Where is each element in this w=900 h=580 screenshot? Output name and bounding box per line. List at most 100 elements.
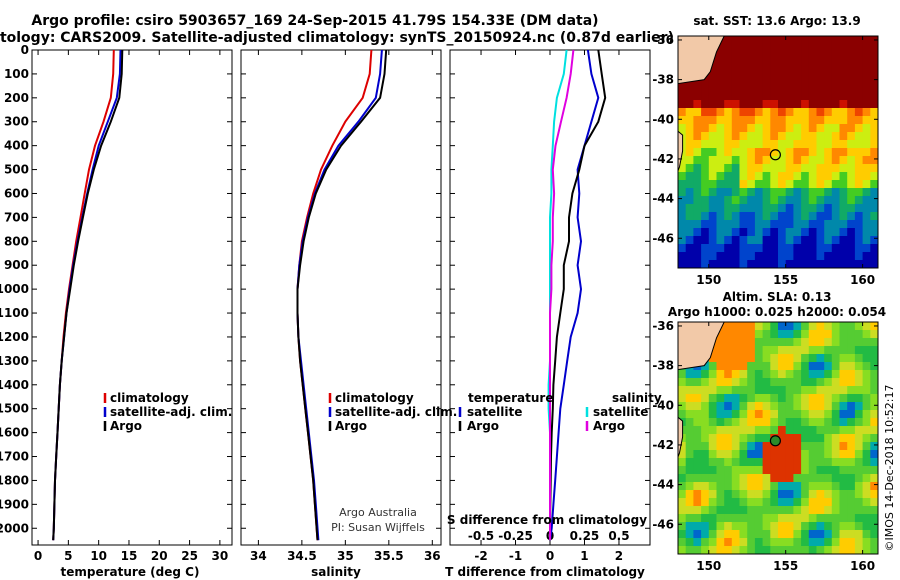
map-cell: [816, 482, 825, 491]
map-cell: [693, 482, 702, 491]
map-cell: [739, 252, 748, 261]
map-cell: [708, 116, 717, 125]
map-cell: [754, 172, 764, 181]
map-cell: [870, 426, 879, 435]
map-cell: [801, 172, 810, 181]
map-cell: [754, 338, 764, 347]
map-cell: [708, 92, 717, 101]
map-cell: [854, 338, 864, 347]
map-cell: [708, 402, 717, 411]
map-cell: [701, 204, 710, 213]
map-cell: [808, 466, 817, 475]
salinity-panel: 34 34.5 35 35.5 36climatologysatellite-adj. …: [241, 49, 457, 563]
map-cell: [793, 228, 802, 237]
map-cell: [839, 60, 848, 69]
map-cell: [801, 418, 810, 427]
map-cell: [685, 260, 694, 269]
map-cell: [816, 204, 825, 213]
map-cell: [831, 450, 840, 459]
map-cell: [762, 244, 771, 253]
map-cell: [847, 402, 856, 411]
map-cell: [870, 418, 879, 427]
map-cell: [801, 52, 810, 61]
map-cell: [716, 44, 725, 53]
map-cell: [716, 228, 725, 237]
map-cell: [731, 482, 740, 491]
map-cell: [839, 76, 848, 85]
map-cell: [762, 450, 771, 459]
map-cell: [762, 36, 771, 45]
map-cell: [839, 490, 848, 499]
map-cell: [731, 514, 740, 523]
map-cell: [808, 402, 817, 411]
map-cell: [839, 426, 848, 435]
map-cell: [824, 100, 833, 109]
map-cell: [701, 108, 710, 117]
map-cell: [854, 482, 864, 491]
map-cell: [708, 522, 717, 531]
map-cell: [685, 108, 694, 117]
map-cell: [754, 490, 764, 499]
map-cell: [801, 490, 810, 499]
map-cell: [793, 260, 802, 269]
map-cell: [801, 378, 810, 387]
map-cell: [854, 84, 864, 93]
map-cell: [731, 498, 740, 507]
map-cell: [793, 196, 802, 205]
map-cell: [824, 530, 833, 539]
map-cell: [870, 386, 879, 395]
map-cell: [793, 482, 802, 491]
map-cell: [854, 44, 864, 53]
map-cell: [762, 354, 771, 363]
map-cell: [854, 204, 864, 213]
map-cell: [831, 180, 840, 189]
map-cell: [854, 386, 864, 395]
y-tick-label: 800: [4, 234, 29, 248]
y-tick-label: 1100: [0, 306, 29, 320]
map-cell: [808, 482, 817, 491]
map-cell: [839, 410, 848, 419]
map-cell: [870, 180, 879, 189]
map-cell: [862, 180, 871, 189]
map-cell: [678, 108, 687, 117]
map-cell: [778, 132, 787, 141]
map-cell: [778, 76, 787, 85]
map-cell: [754, 322, 764, 331]
map-cell: [754, 354, 764, 363]
map-cell: [870, 60, 879, 69]
map-cell: [708, 124, 717, 133]
map-cell: [747, 156, 756, 165]
series-climatology: [52, 49, 115, 541]
map-cell: [754, 370, 764, 379]
map-cell: [847, 148, 856, 157]
lat-tick-label: -38: [652, 73, 674, 87]
map-cell: [747, 92, 756, 101]
map-cell: [793, 522, 802, 531]
map-cell: [839, 108, 848, 117]
map-cell: [747, 370, 756, 379]
map-cell: [716, 68, 725, 77]
map-cell: [816, 228, 825, 237]
map-cell: [831, 212, 840, 221]
map-cell: [808, 354, 817, 363]
map-cell: [816, 394, 825, 403]
map-cell: [724, 132, 733, 141]
map-cell: [716, 522, 725, 531]
x-tick-label: 34: [250, 549, 267, 563]
map-cell: [716, 378, 725, 387]
map-cell: [839, 442, 848, 451]
map-cell: [785, 322, 794, 331]
map-cell: [831, 418, 840, 427]
map-cell: [847, 212, 856, 221]
map-cell: [854, 140, 864, 149]
map-cell: [762, 60, 771, 69]
map-cell: [839, 188, 848, 197]
x-tick-label: 0: [34, 549, 42, 563]
map-cell: [808, 426, 817, 435]
map-cell: [739, 244, 748, 253]
map-cell: [770, 228, 779, 237]
map-cell: [701, 116, 710, 125]
map-cell: [870, 482, 879, 491]
map-cell: [862, 378, 871, 387]
map-cell: [801, 458, 810, 467]
